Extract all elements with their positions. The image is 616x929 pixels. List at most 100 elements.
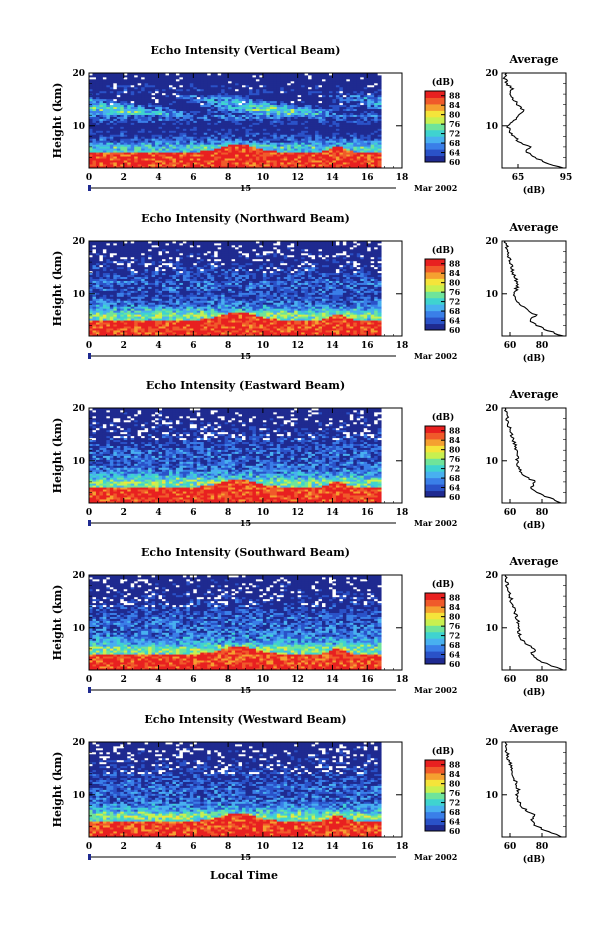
heatmap-cell (242, 130, 246, 133)
heatmap-cell (137, 104, 142, 108)
heatmap-cell (318, 114, 323, 117)
heatmap-cell (228, 118, 232, 121)
heatmap-cell (89, 88, 93, 92)
heatmap-cell (370, 144, 375, 147)
heatmap-cell (224, 106, 229, 110)
heatmap-cell (189, 124, 194, 127)
heatmap-cell (99, 146, 104, 149)
heatmap-cell (134, 90, 139, 94)
heatmap-cell (318, 126, 323, 129)
heatmap-cell (175, 126, 180, 129)
heatmap-cell (120, 78, 125, 82)
heatmap-cell (367, 74, 372, 78)
heatmap-cell (182, 104, 187, 108)
heatmap-cell (245, 150, 250, 153)
heatmap-cell (186, 146, 191, 149)
heatmap-cell (99, 241, 104, 244)
heatmap-cell (200, 154, 205, 157)
heatmap-cell (120, 122, 125, 125)
heatmap-cell (92, 102, 97, 106)
heatmap-cell (315, 124, 319, 127)
heatmap-cell (360, 162, 365, 165)
heatmap-cell (168, 102, 173, 106)
heatmap-cell (374, 98, 379, 102)
heatmap-cell (148, 130, 152, 133)
heatmap-cell (315, 100, 319, 104)
heatmap-cell (283, 120, 288, 123)
heatmap-cell (228, 100, 232, 104)
heatmap-cell (89, 80, 93, 84)
heatmap-cell (252, 124, 257, 127)
heatmap-cell (196, 126, 201, 129)
heatmap-cell (203, 84, 208, 88)
heatmap-cell (109, 328, 114, 331)
heatmap-cell (318, 122, 323, 125)
heatmap-cell (349, 102, 354, 106)
heatmap-cell (276, 78, 281, 82)
heatmap-cell (273, 140, 278, 143)
heatmap-cell (266, 94, 271, 98)
heatmap-cell (377, 78, 382, 82)
heatmap-cell (113, 268, 118, 272)
heatmap-cell (273, 104, 278, 108)
heatmap-cell (207, 88, 212, 92)
heatmap-cell (134, 298, 139, 301)
heatmap-cell (165, 86, 170, 90)
heatmap-cell (109, 266, 114, 270)
heatmap-cell (123, 106, 128, 110)
heatmap-cell (363, 146, 368, 149)
heatmap-cell (127, 254, 132, 258)
heatmap-cell (106, 260, 111, 264)
heatmap-cell (196, 140, 201, 143)
heatmap-cell (370, 142, 375, 145)
heatmap-cell (360, 76, 365, 80)
heatmap-cell (182, 124, 187, 127)
heatmap-cell (106, 324, 111, 327)
heatmap-cell (287, 90, 292, 94)
heatmap-cell (224, 158, 229, 161)
heatmap-cell (120, 268, 125, 272)
average-profile-line (502, 72, 564, 169)
heatmap-cell (196, 78, 201, 82)
heatmap-cell (280, 74, 285, 78)
heatmap-cell (168, 142, 173, 145)
heatmap-cell (349, 138, 354, 141)
heatmap-cell (301, 112, 306, 115)
heatmap-cell (269, 124, 274, 127)
heatmap-cell (102, 150, 107, 153)
heatmap-cell (269, 140, 274, 143)
heatmap-cell (297, 132, 302, 135)
heatmap-cell (102, 268, 107, 272)
heatmap-cell (283, 126, 288, 129)
heatmap-cell (339, 136, 344, 139)
heatmap-cell (335, 96, 340, 100)
heatmap-cell (259, 90, 264, 94)
heatmap-cell (95, 76, 100, 80)
heatmap-cell (252, 120, 257, 123)
heatmap-cell (162, 138, 166, 141)
heatmap-cell (116, 130, 121, 133)
heatmap-cell (356, 92, 361, 96)
heatmap-cell (162, 120, 166, 123)
heatmap-cell (217, 110, 222, 113)
heatmap-cell (189, 134, 194, 137)
heatmap-cell (248, 162, 253, 165)
heatmap-cell (92, 328, 97, 331)
heatmap-cell (259, 78, 264, 82)
heatmap-cell (168, 138, 173, 141)
heatmap-cell (328, 158, 333, 161)
heatmap-cell (189, 104, 194, 108)
heatmap-cell (283, 132, 288, 135)
heatmap-cell (109, 260, 114, 264)
heatmap-cell (325, 122, 330, 125)
heatmap-cell (349, 120, 354, 123)
heatmap-cell (203, 162, 208, 165)
heatmap-cell (294, 114, 299, 117)
heatmap-cell (102, 242, 107, 246)
heatmap-cell (172, 90, 177, 94)
heatmap-cell (137, 160, 142, 163)
heatmap-cell (92, 326, 97, 329)
heatmap-cell (294, 142, 299, 145)
heatmap-cell (116, 124, 121, 127)
heatmap-cell (116, 120, 121, 123)
